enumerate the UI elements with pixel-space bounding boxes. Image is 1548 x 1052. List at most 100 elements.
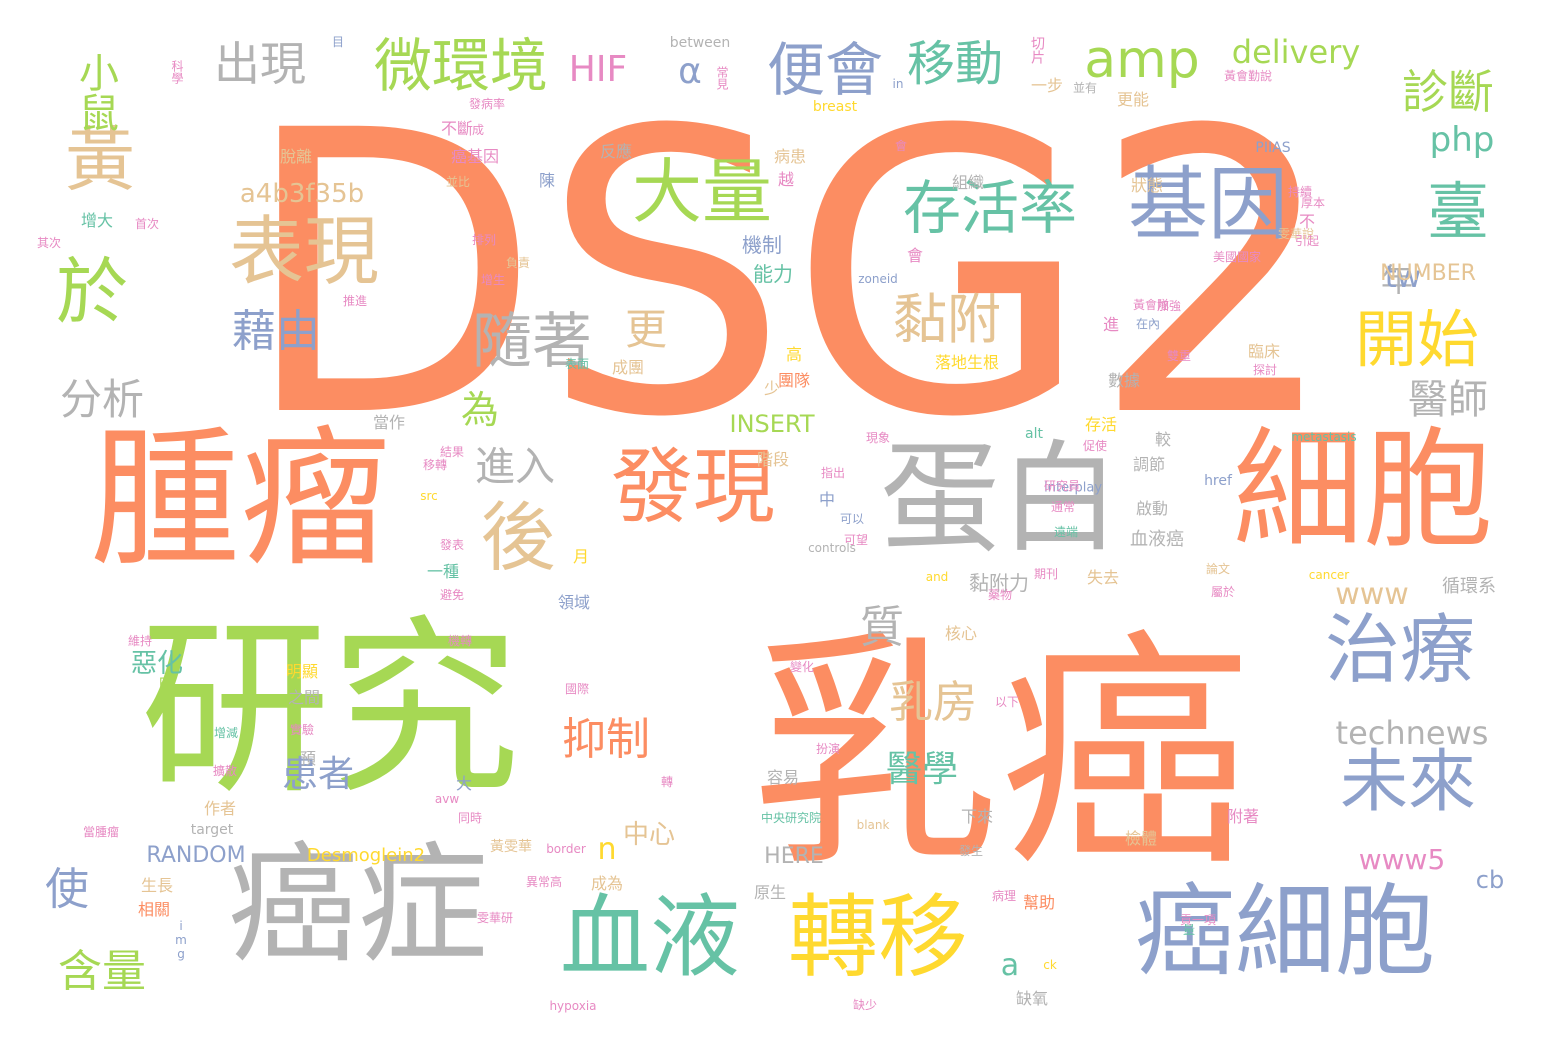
cloud-word: 持續 <box>1287 185 1313 199</box>
cloud-word: NUMBER <box>1380 261 1476 286</box>
cloud-word: 附著 <box>1226 807 1260 826</box>
cloud-word: 基因 <box>1128 158 1288 251</box>
cloud-word: controls <box>808 541 856 555</box>
cloud-word: 遠端 <box>1053 525 1079 539</box>
cloud-word: 以下 <box>994 695 1020 709</box>
cloud-word: 乳房 <box>889 677 977 728</box>
cloud-word: 惡化 <box>130 649 184 679</box>
cloud-word: 其次 <box>36 236 62 250</box>
cloud-word: 增生 <box>480 273 506 287</box>
cloud-word: 同時 <box>457 811 483 825</box>
cloud-word: 臺 <box>1426 175 1490 248</box>
cloud-word: 機制 <box>742 233 782 257</box>
cloud-word: 表面 <box>564 357 590 371</box>
cloud-word: 為 <box>460 388 500 432</box>
cloud-word: α <box>678 51 702 92</box>
cloud-word: 負責 <box>505 256 531 270</box>
cloud-word: src <box>420 489 438 503</box>
cloud-word: 黃會隊 <box>1132 298 1170 312</box>
cloud-word: 國際 <box>564 682 590 696</box>
cloud-word: 會 <box>894 139 908 153</box>
cloud-word: 發現 <box>610 440 776 535</box>
cloud-word: 幫助 <box>1022 893 1056 912</box>
cloud-word: 雯華研 <box>476 911 514 925</box>
cloud-word: 不斷 <box>440 119 474 138</box>
cloud-word: metastasis <box>1291 430 1357 444</box>
cloud-word: 小鼠 <box>72 52 118 132</box>
cloud-word: 進入 <box>475 444 555 490</box>
cloud-word: 表現 <box>228 207 380 296</box>
cloud-word: 出現 <box>214 37 306 91</box>
cloud-word: 黃會勤說 <box>1223 69 1273 83</box>
cloud-word: 發病率 <box>468 97 506 111</box>
cloud-word: technews <box>1335 714 1489 752</box>
cloud-word: amp <box>1084 30 1200 90</box>
cloud-word: 預 <box>299 749 317 768</box>
cloud-word: 容易 <box>766 768 800 787</box>
cloud-word: 缺少 <box>852 998 878 1012</box>
cloud-word: and <box>925 570 949 584</box>
cloud-word: target <box>190 822 234 838</box>
cloud-word: 並比 <box>445 175 471 189</box>
cloud-word: 異常高 <box>525 875 563 889</box>
cloud-word: 擴散 <box>212 764 238 778</box>
cloud-word: 不 <box>1298 212 1316 231</box>
cloud-word: 存活率 <box>902 174 1078 242</box>
cloud-word: 後 <box>480 493 556 582</box>
cloud-word: 可望 <box>843 533 869 547</box>
cloud-word: 機轉 <box>447 634 473 648</box>
cloud-word: 領域 <box>557 593 591 612</box>
cloud-word: 細胞 <box>1232 414 1494 566</box>
cloud-word: DSG2 <box>240 48 1340 502</box>
cloud-word: 論文 <box>1205 562 1231 576</box>
cloud-word: 發生 <box>958 844 984 858</box>
cloud-word: 使 <box>45 864 89 915</box>
cloud-word: 貢一項 <box>1179 913 1217 927</box>
cloud-word: delivery <box>1231 33 1361 71</box>
cloud-word: 核心 <box>944 624 978 643</box>
cloud-word: 明顯 <box>285 662 319 681</box>
cloud-word: 較 <box>1154 430 1172 449</box>
cloud-word: 癌細胞 <box>1135 873 1435 990</box>
cloud-word: 排列 <box>471 233 497 247</box>
cloud-word: 原生 <box>753 883 787 902</box>
cloud-word: 醫師 <box>1408 377 1488 423</box>
cloud-word: 常見 <box>715 66 729 90</box>
cloud-word: 未來 <box>1339 743 1477 822</box>
cloud-word: hypoxia <box>549 999 597 1013</box>
cloud-word: 反應 <box>599 142 633 161</box>
cloud-word: 加強 <box>1156 299 1182 313</box>
cloud-word: 首次 <box>134 217 160 231</box>
cloud-word: 作者 <box>203 799 237 818</box>
cloud-word: 缺氧 <box>1015 989 1049 1008</box>
cloud-word: 啟動 <box>1135 499 1169 518</box>
cloud-word: 更 <box>624 305 668 354</box>
cloud-word: 黏附 <box>893 288 1001 351</box>
cloud-word: 落地生根 <box>934 353 1000 372</box>
cloud-word: 生長 <box>140 876 174 895</box>
cloud-word: 抑制 <box>562 714 650 765</box>
cloud-word: 能力 <box>753 262 793 286</box>
cloud-word: HIF <box>568 49 628 90</box>
cloud-word: 黃 <box>65 119 135 201</box>
cloud-word: 成 <box>471 123 485 137</box>
cloud-word: 增減 <box>213 726 239 740</box>
cloud-word: 一步 <box>1030 76 1064 95</box>
cloud-word: 脫離 <box>279 147 313 166</box>
cloud-word: RANDOM <box>146 843 246 868</box>
cloud-word: 中 <box>818 490 836 509</box>
cloud-word: 成團 <box>611 358 645 377</box>
cloud-word: avw <box>434 792 460 806</box>
cloud-word: 黏附力 <box>969 571 1029 595</box>
cloud-word: 檢體 <box>1124 829 1158 848</box>
cloud-word: INSERT <box>729 410 815 438</box>
cloud-word: 醫學 <box>885 749 959 790</box>
cloud-word: 團隊 <box>777 371 811 390</box>
cloud-word: 患者 <box>281 754 355 795</box>
cloud-word: www <box>1335 577 1409 612</box>
cloud-word: 血液癌 <box>1130 529 1184 550</box>
cloud-word: 調節 <box>1132 455 1166 474</box>
cloud-word: between <box>669 35 731 51</box>
cloud-word: img <box>174 919 188 961</box>
cloud-word: 腫瘤 <box>89 413 391 587</box>
